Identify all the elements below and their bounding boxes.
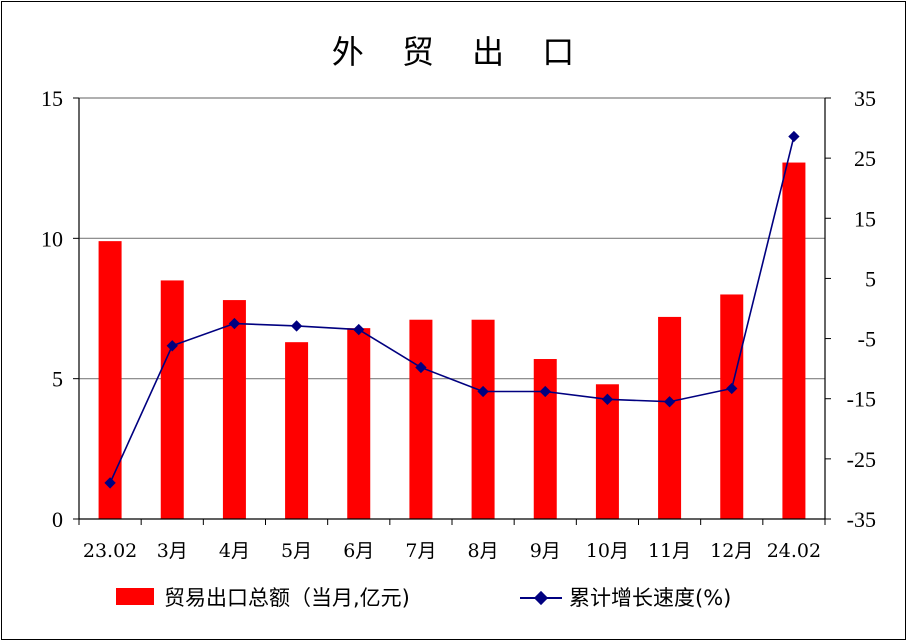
category-labels: 23.02 3月 4月 5月 6月 7月 8月 9月 10月 11月 12月 24.02 — [83, 540, 821, 562]
category-label-6: 8月 — [468, 540, 499, 562]
bar-1 — [160, 280, 184, 519]
right-tick-label-4: 5 — [865, 266, 876, 291]
left-axis-ticks: 0 5 10 15 — [41, 86, 79, 532]
category-label-0: 23.02 — [83, 540, 137, 562]
line-point-3 — [290, 320, 303, 332]
line-path — [109, 136, 795, 484]
line-point-5 — [415, 361, 427, 374]
bar-6 — [471, 319, 495, 519]
category-label-8: 10月 — [586, 540, 629, 562]
bar-2 — [222, 300, 246, 519]
bar-7 — [533, 359, 557, 519]
bar-series — [98, 162, 806, 519]
bar-9 — [658, 316, 682, 519]
left-tick-label-0: 0 — [52, 507, 63, 532]
axes — [78, 98, 826, 525]
right-tick-label-2: -15 — [847, 387, 876, 412]
line-point-2 — [228, 317, 241, 330]
bar-10 — [720, 294, 744, 519]
right-tick-label-0: -35 — [847, 507, 876, 532]
category-label-3: 5月 — [281, 540, 312, 562]
left-tick-label-2: 10 — [41, 226, 63, 251]
category-label-1: 3月 — [157, 540, 188, 562]
right-tick-label-5: 15 — [854, 206, 876, 231]
legend-bar-label: 贸易出口总额（当月,亿元) — [164, 586, 410, 610]
grid-lines — [79, 97, 825, 380]
right-tick-label-7: 35 — [854, 86, 876, 111]
right-tick-label-1: -25 — [847, 447, 876, 472]
category-label-11: 24.02 — [767, 540, 821, 562]
category-label-9: 11月 — [648, 540, 691, 562]
legend-line-marker — [533, 590, 549, 606]
line-point-11 — [788, 130, 800, 143]
legend-bar-swatch — [116, 588, 154, 605]
bar-8 — [595, 384, 619, 519]
line-point-1 — [166, 340, 178, 352]
left-tick-label-3: 15 — [41, 86, 63, 111]
category-label-5: 7月 — [405, 540, 436, 562]
line-series — [104, 130, 800, 489]
bar-3 — [285, 342, 309, 519]
legend-line-label: 累计增长速度(%) — [569, 586, 731, 610]
left-tick-label-1: 5 — [52, 367, 63, 392]
category-label-4: 6月 — [343, 540, 374, 562]
line-point-6 — [477, 385, 489, 398]
line-point-4 — [353, 323, 365, 336]
line-point-9 — [663, 396, 676, 408]
bar-4 — [347, 328, 371, 519]
right-tick-label-6: 25 — [854, 146, 876, 171]
line-point-10 — [726, 382, 738, 395]
category-label-2: 4月 — [219, 540, 250, 562]
line-point-8 — [601, 393, 614, 405]
bar-0 — [98, 241, 122, 519]
chart-title: 外 贸 出 口 — [332, 33, 589, 71]
bar-5 — [409, 319, 433, 519]
bar-11 — [782, 162, 806, 519]
category-label-7: 9月 — [530, 540, 561, 562]
right-tick-label-3: -5 — [858, 327, 876, 352]
legend: 贸易出口总额（当月,亿元) 累计增长速度(%) — [116, 586, 731, 610]
category-label-10: 12月 — [710, 540, 753, 562]
line-point-7 — [539, 385, 551, 398]
right-axis-ticks: -35 -25 -15 -5 5 15 25 35 — [825, 86, 876, 532]
